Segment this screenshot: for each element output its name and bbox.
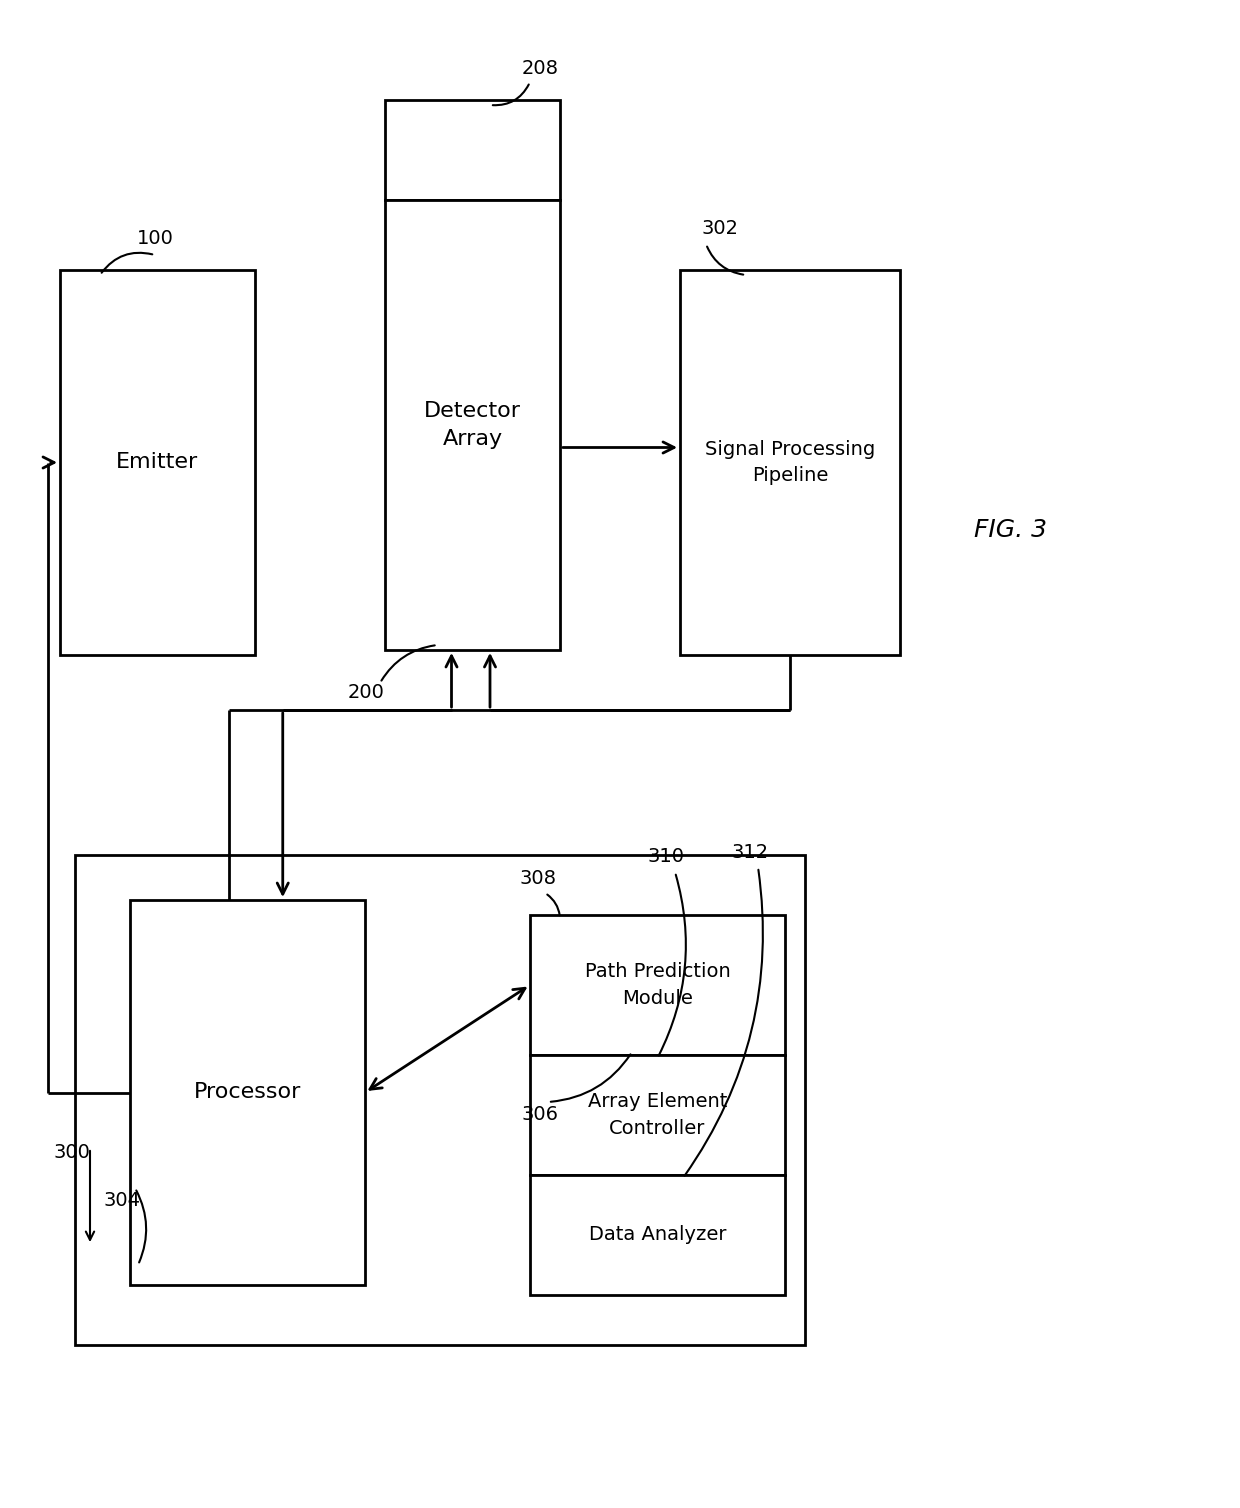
Bar: [384, 100, 560, 201]
Text: FIG. 3: FIG. 3: [973, 519, 1047, 541]
Text: 208: 208: [522, 59, 558, 77]
Text: 304: 304: [103, 1190, 140, 1209]
Bar: [60, 270, 255, 654]
Text: 306: 306: [522, 1105, 558, 1125]
Bar: [529, 915, 785, 1056]
Text: Array Element
Controller: Array Element Controller: [588, 1092, 727, 1137]
Text: 302: 302: [702, 219, 739, 237]
Bar: [384, 201, 560, 650]
Text: 312: 312: [732, 843, 769, 861]
Bar: [529, 1056, 785, 1175]
Bar: [74, 855, 805, 1345]
Text: 300: 300: [53, 1143, 91, 1163]
Text: 100: 100: [136, 229, 174, 247]
Text: Detector
Array: Detector Array: [424, 401, 521, 449]
Text: 308: 308: [520, 869, 557, 888]
Text: Processor: Processor: [193, 1083, 301, 1102]
Text: 200: 200: [347, 683, 384, 701]
Text: Signal Processing
Pipeline: Signal Processing Pipeline: [704, 440, 875, 486]
Text: 310: 310: [647, 847, 684, 867]
Text: Path Prediction
Module: Path Prediction Module: [584, 962, 730, 1007]
Text: Data Analyzer: Data Analyzer: [589, 1226, 727, 1244]
Bar: [529, 1175, 785, 1295]
Text: Emitter: Emitter: [117, 452, 198, 472]
Bar: [130, 900, 365, 1285]
Bar: [680, 270, 900, 654]
